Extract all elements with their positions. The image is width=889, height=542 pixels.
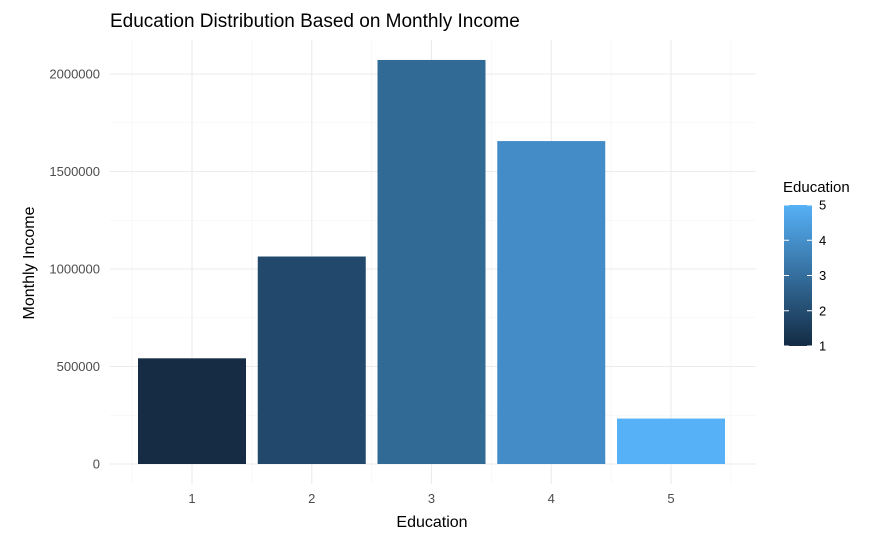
legend-tick-label: 2 [819, 303, 826, 318]
bar-3 [377, 59, 486, 465]
chart-title: Education Distribution Based on Monthly … [110, 11, 520, 32]
x-axis-title: Education [396, 514, 467, 531]
legend-tick-label: 3 [819, 268, 826, 283]
y-tick-label: 1500000 [49, 164, 100, 179]
bar-1 [138, 358, 246, 464]
legend: Education 1 2 3 4 5 [783, 179, 850, 354]
bar-5 [617, 418, 725, 464]
legend-ticks: 1 2 3 4 5 [784, 198, 826, 354]
x-tick-label: 1 [188, 491, 195, 506]
legend-tick-label: 1 [819, 339, 826, 354]
bar-2 [257, 256, 366, 464]
bars [138, 59, 725, 465]
x-axis-ticks: 1 2 3 4 5 [188, 491, 674, 506]
legend-tick-label: 5 [819, 198, 826, 213]
legend-title: Education [783, 179, 850, 196]
x-tick-label: 4 [548, 491, 555, 506]
x-tick-label: 3 [428, 491, 435, 506]
y-axis-ticks: 0 500000 1000000 1500000 2000000 [49, 67, 100, 472]
y-tick-label: 2000000 [49, 67, 100, 82]
x-tick-label: 2 [308, 491, 315, 506]
y-axis-title: Monthly Income [21, 206, 38, 319]
bar-4 [497, 141, 606, 464]
x-tick-label: 5 [667, 491, 674, 506]
y-tick-label: 1000000 [49, 262, 100, 277]
y-tick-label: 0 [93, 457, 100, 472]
y-tick-label: 500000 [57, 359, 100, 374]
legend-tick-label: 4 [819, 233, 826, 248]
